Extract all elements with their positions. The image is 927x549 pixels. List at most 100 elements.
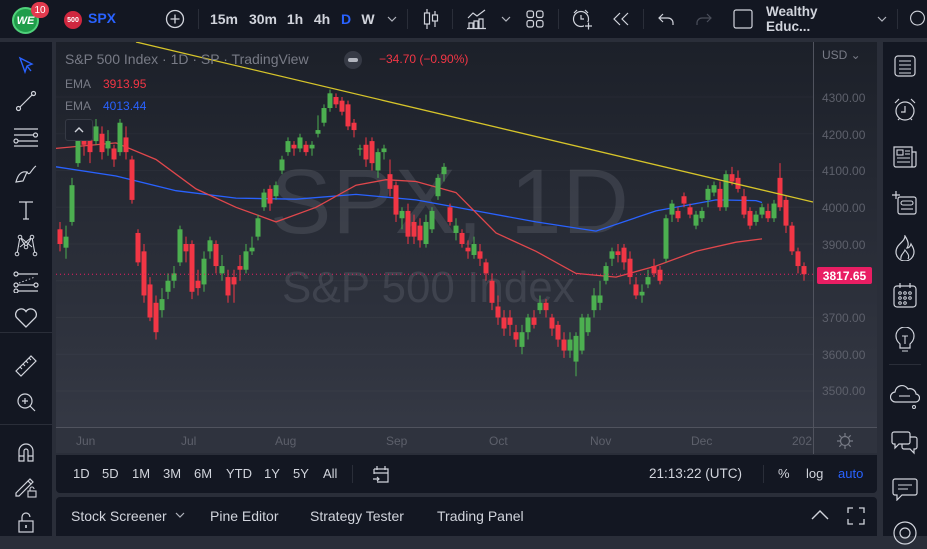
time-label: Oct bbox=[489, 434, 508, 448]
symbol-search-button[interactable]: SPX bbox=[88, 10, 117, 26]
fib-tool[interactable] bbox=[12, 123, 40, 151]
news-icon bbox=[893, 146, 917, 168]
ideas-button[interactable] bbox=[889, 324, 921, 356]
help-button[interactable] bbox=[889, 517, 921, 549]
range-ytd[interactable]: YTD bbox=[226, 466, 252, 481]
magnet-tool[interactable] bbox=[12, 438, 40, 466]
cursor-tool[interactable] bbox=[12, 52, 40, 80]
interval-dropdown[interactable] bbox=[385, 0, 399, 38]
range-all[interactable]: All bbox=[323, 466, 338, 481]
pattern-tool[interactable] bbox=[12, 231, 40, 259]
horizontal-lines-icon bbox=[13, 128, 39, 147]
divider bbox=[452, 9, 453, 29]
collapse-legend-button[interactable] bbox=[65, 119, 93, 141]
calendar-button[interactable] bbox=[889, 279, 921, 311]
lock-drawings-tool[interactable] bbox=[12, 473, 40, 501]
layout-select-checkbox[interactable] bbox=[733, 0, 753, 38]
auto-scale-toggle[interactable]: auto bbox=[838, 466, 864, 481]
range-1m[interactable]: 1M bbox=[132, 466, 151, 481]
divider bbox=[558, 9, 559, 29]
favorites-tool[interactable] bbox=[12, 304, 40, 332]
tab-trading-panel[interactable]: Trading Panel bbox=[437, 508, 524, 524]
calendar-goto-icon bbox=[373, 466, 389, 483]
ema-fast-label[interactable]: EMA bbox=[65, 77, 92, 91]
interval-4h[interactable]: 4h bbox=[313, 11, 331, 27]
range-1y[interactable]: 1Y bbox=[264, 466, 280, 481]
range-5y[interactable]: 5Y bbox=[293, 466, 309, 481]
percent-scale-toggle[interactable]: % bbox=[778, 466, 790, 481]
alert-icon bbox=[572, 9, 593, 30]
tab-strategy-tester[interactable]: Strategy Tester bbox=[310, 508, 404, 524]
undo-button[interactable] bbox=[656, 0, 676, 38]
gear-icon bbox=[837, 433, 853, 449]
price-axis[interactable]: USD ⌄ 4300.00 4200.00 4100.00 4000.00 39… bbox=[813, 42, 877, 453]
layout-name-button[interactable]: Wealthy Educ... bbox=[766, 4, 818, 34]
text-tool[interactable] bbox=[12, 196, 40, 224]
minus-icon bbox=[348, 58, 358, 62]
news-button[interactable] bbox=[889, 141, 921, 173]
zoom-in-tool[interactable] bbox=[12, 388, 40, 416]
add-note-button[interactable] bbox=[889, 187, 921, 219]
time-label: Jun bbox=[76, 434, 96, 448]
ema-slow-label[interactable]: EMA bbox=[65, 99, 92, 113]
hotlists-button[interactable] bbox=[889, 232, 921, 264]
log-scale-toggle[interactable]: log bbox=[806, 466, 824, 481]
range-6m[interactable]: 6M bbox=[194, 466, 213, 481]
last-price-label: 3817.65 bbox=[817, 267, 872, 284]
forecast-lines-icon bbox=[13, 271, 39, 293]
currency-selector[interactable]: USD ⌄ bbox=[822, 48, 861, 62]
indicators-button[interactable] bbox=[465, 0, 489, 38]
chevron-up-icon bbox=[811, 510, 829, 520]
chevron-down-icon bbox=[501, 16, 511, 22]
brush-icon bbox=[15, 165, 37, 183]
redo-button[interactable] bbox=[694, 0, 714, 38]
notifications-button[interactable] bbox=[889, 473, 921, 505]
time-axis[interactable]: Jun Jul Aug Sep Oct Nov Dec 202 bbox=[56, 427, 877, 454]
measure-tool[interactable] bbox=[12, 352, 40, 380]
expand-panel-button[interactable] bbox=[810, 509, 830, 521]
alerts-button[interactable] bbox=[889, 94, 921, 126]
flame-icon bbox=[895, 235, 915, 261]
ema-slow-value: 4013.44 bbox=[103, 99, 147, 113]
compare-add-button[interactable] bbox=[163, 0, 187, 38]
interval-30m[interactable]: 30m bbox=[248, 11, 278, 27]
chart-pane[interactable]: SPX, 1D S&P 500 Index S&P 500 Index · 1D… bbox=[56, 42, 877, 453]
tab-stock-screener[interactable]: Stock Screener bbox=[71, 508, 167, 524]
layout-dropdown[interactable] bbox=[876, 0, 888, 38]
alert-button[interactable] bbox=[570, 0, 594, 38]
range-1d[interactable]: 1D bbox=[73, 466, 90, 481]
search-button[interactable] bbox=[908, 0, 927, 38]
heart-icon bbox=[15, 308, 37, 328]
messages-button[interactable] bbox=[889, 426, 921, 458]
clock-timezone[interactable]: 21:13:22 (UTC) bbox=[649, 466, 743, 481]
stock-screener-dropdown[interactable] bbox=[175, 512, 185, 518]
symbol-legend[interactable]: S&P 500 Index · 1D · SP · TradingView bbox=[65, 51, 309, 67]
maximize-panel-button[interactable] bbox=[847, 507, 865, 525]
interval-15m[interactable]: 15m bbox=[209, 11, 239, 27]
chart-type-button[interactable] bbox=[420, 0, 442, 38]
price-label: 3900.00 bbox=[822, 238, 866, 252]
lock-all-tool[interactable] bbox=[12, 508, 40, 536]
market-status-button[interactable] bbox=[344, 51, 362, 69]
trend-line-icon bbox=[15, 90, 37, 112]
go-to-date-button[interactable] bbox=[372, 464, 390, 484]
layout-button[interactable] bbox=[524, 0, 546, 38]
interval-d[interactable]: D bbox=[340, 11, 352, 27]
range-3m[interactable]: 3M bbox=[163, 466, 182, 481]
price-label: 3500.00 bbox=[822, 384, 866, 398]
brush-tool[interactable] bbox=[12, 160, 40, 188]
chart-settings-button[interactable] bbox=[836, 432, 854, 450]
interval-1h[interactable]: 1h bbox=[286, 11, 304, 27]
interval-w[interactable]: W bbox=[361, 11, 375, 27]
layout-grid-icon bbox=[526, 10, 544, 28]
watchlist-button[interactable] bbox=[889, 50, 921, 82]
divider bbox=[897, 9, 898, 29]
prediction-tool[interactable] bbox=[12, 268, 40, 296]
indicators-dropdown[interactable] bbox=[500, 0, 512, 38]
trend-line-tool[interactable] bbox=[12, 87, 40, 115]
candlestick-plot[interactable] bbox=[56, 42, 813, 453]
tab-pine-editor[interactable]: Pine Editor bbox=[210, 508, 279, 524]
chats-button[interactable] bbox=[889, 380, 921, 412]
replay-button[interactable] bbox=[610, 0, 632, 38]
range-5d[interactable]: 5D bbox=[102, 466, 119, 481]
